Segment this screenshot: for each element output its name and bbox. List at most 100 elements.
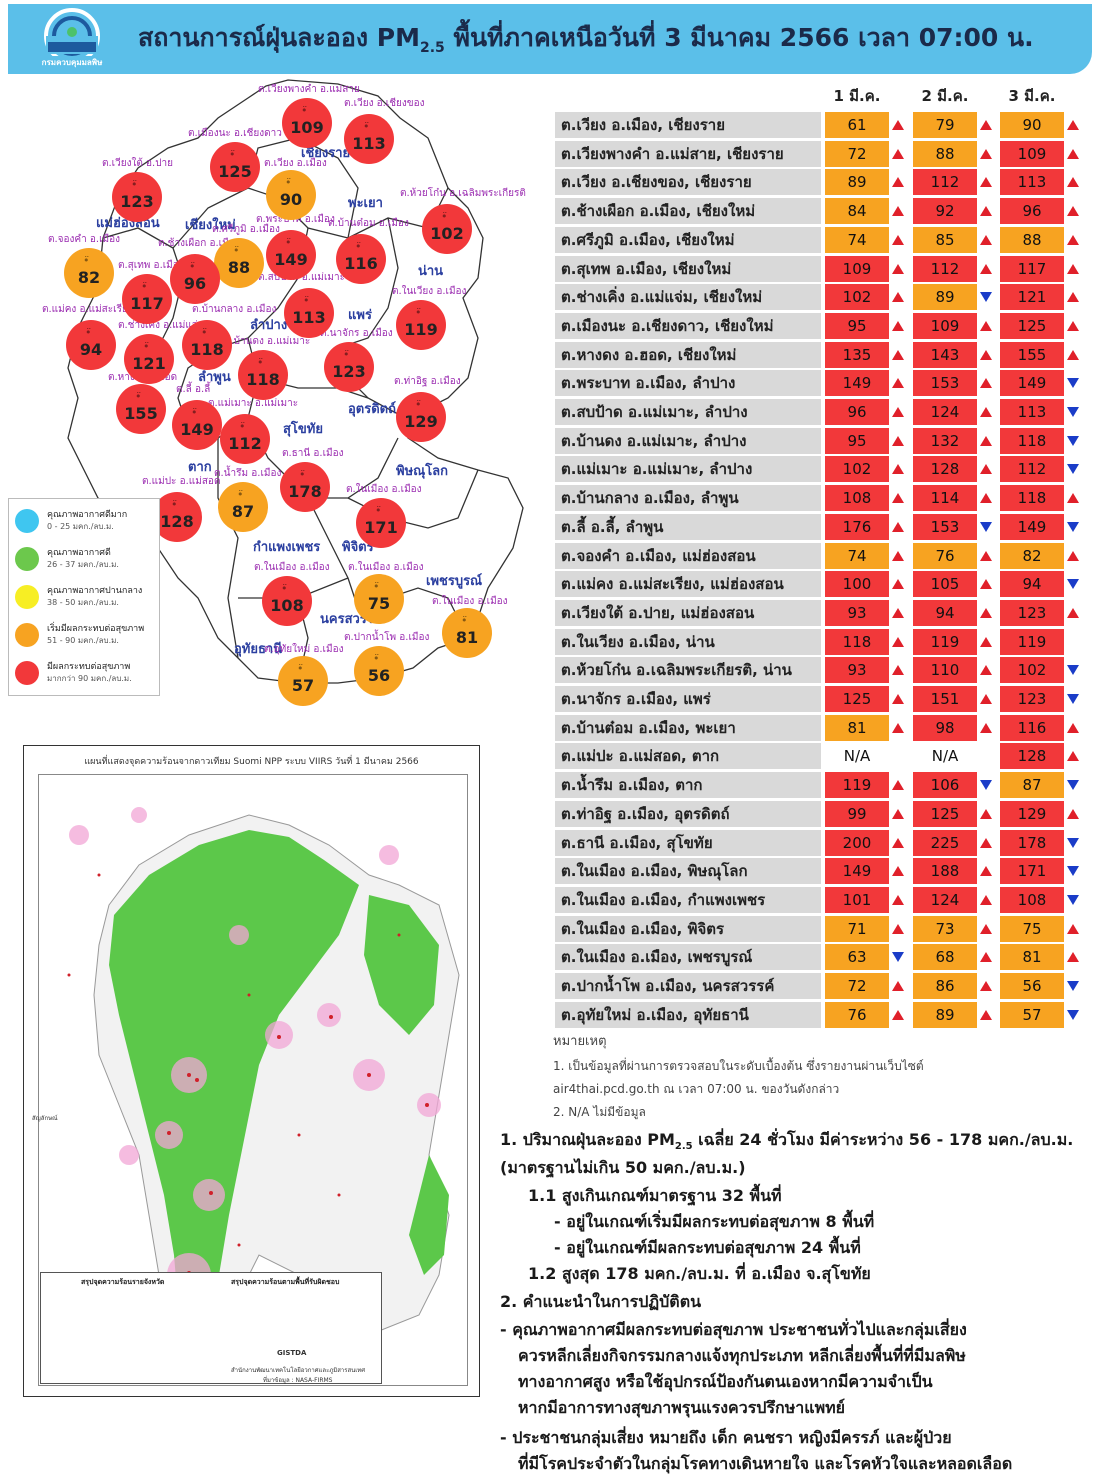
pm25-value-cell: 96 xyxy=(825,399,889,425)
pm25-value-cell: 89 xyxy=(825,169,889,196)
pm25-value-cell: 108 xyxy=(1000,886,1064,913)
pm25-value-cell: 118 xyxy=(1000,485,1064,512)
station-marker: •̈ 112 xyxy=(220,414,270,464)
pm25-value-cell: 75 xyxy=(1000,915,1064,942)
trend-up-icon xyxy=(892,464,904,475)
note-line: air4thai.pcd.go.th ณ เวลา 07:00 น. ของวั… xyxy=(553,1082,840,1096)
col-header-mar1: 1 มี.ค. xyxy=(833,87,881,105)
pm25-value-cell: 117 xyxy=(1000,255,1064,282)
pm25-value-cell: 88 xyxy=(1000,226,1064,253)
pm25-value-cell: 108 xyxy=(825,485,889,512)
pm25-value-cell: 151 xyxy=(913,686,977,712)
station-name: ต.เวียง อ.เชียงของ, เชียงราย xyxy=(555,169,821,196)
pm25-value-cell: 124 xyxy=(913,886,977,913)
pcd-logo: กรมควบคุมมลพิษ xyxy=(30,6,114,72)
aqi-legend: คุณภาพอากาศดีมาก 0 - 25 มคก./ลบ.ม. คุณภาพ… xyxy=(8,498,160,696)
trend-up-icon xyxy=(1067,263,1079,274)
station-name: ต.เวียง อ.เมือง, เชียงราย xyxy=(555,112,821,138)
legend-swatch xyxy=(15,509,39,533)
trend-up-icon xyxy=(980,952,992,963)
trend-up-icon xyxy=(892,866,904,877)
table-row: ต.พระบาท อ.เมือง, ลำปาง 149 153 149 xyxy=(555,370,1085,397)
province-label: พะเยา xyxy=(348,196,383,211)
satellite-gistda-org: สำนักงานพัฒนาเทคโนโลยีอวกาศและภูมิสารสนเ… xyxy=(231,1367,366,1374)
trend-up-icon xyxy=(980,120,992,130)
station-marker: •̈ 88 xyxy=(214,238,264,288)
station-marker: •̈ 125 xyxy=(210,142,260,192)
station-label: ต.เวียง อ.เชียงของ xyxy=(344,98,425,109)
pm25-value-cell: 112 xyxy=(913,255,977,282)
legend-swatch xyxy=(15,661,39,685)
pm25-value-cell: 123 xyxy=(1000,599,1064,626)
trend-up-icon xyxy=(980,234,992,245)
trend-up-icon xyxy=(892,407,904,417)
trend-up-icon xyxy=(980,177,992,188)
table-row: ต.ลี้ อ.ลี้, ลำพูน 176 153 149 xyxy=(555,513,1085,540)
pm25-value-cell: 72 xyxy=(825,140,889,167)
pm25-value-cell: 86 xyxy=(913,973,977,999)
trend-up-icon xyxy=(980,550,992,561)
station-label: ต.แม่คง อ.แม่สะเรียง xyxy=(42,304,133,315)
trend-up-icon xyxy=(892,521,904,532)
trend-up-icon xyxy=(1067,206,1079,217)
pm25-station-map: เชียงราย แม่ฮ่องสอน เชียงใหม่ พะเยา น่าน… xyxy=(8,78,528,710)
table-row: ต.ในเมือง อ.เมือง, พิษณุโลก 149 188 171 xyxy=(555,858,1085,885)
trend-down-icon xyxy=(892,952,904,963)
summary-line-6: 1.2 สูงสุด 178 มคก./ลบ.ม. ที่ อ.เมือง จ.… xyxy=(528,1264,871,1283)
trend-up-icon xyxy=(892,148,904,159)
table-row: ต.ปากน้ำโพ อ.เมือง, นครสวรรค์ 72 86 56 xyxy=(555,973,1085,999)
station-label: ต.นาจักร อ.เมือง xyxy=(320,328,393,339)
pm25-value-cell: 110 xyxy=(913,657,977,684)
station-label: ต.ธานี อ.เมือง xyxy=(282,448,344,459)
table-row: ต.น้ำรึม อ.เมือง, ตาก 119 106 87 xyxy=(555,772,1085,799)
satellite-source: ที่มาข้อมูล : NASA-FIRMS xyxy=(263,1377,333,1384)
station-marker: •̈ 149 xyxy=(172,400,222,450)
trend-up-icon xyxy=(980,894,992,905)
province-label: ตาก xyxy=(188,460,212,475)
pm25-value-cell: 89 xyxy=(913,1001,977,1028)
trend-up-icon xyxy=(1067,320,1079,331)
trend-up-icon xyxy=(980,1009,992,1020)
province-label: เพชรบูรณ์ xyxy=(426,574,483,589)
station-label: ต.ห้วยโก๋น อ.เฉลิมพระเกียรติ xyxy=(400,188,526,199)
trend-down-icon xyxy=(1067,521,1079,532)
trend-down-icon xyxy=(1067,407,1079,417)
pm25-value-cell: 106 xyxy=(913,772,977,799)
province-label: เชียงราย xyxy=(301,146,351,161)
summary-line-2: (มาตรฐานไม่เกิน 50 มคก./ลบ.ม.) xyxy=(500,1158,746,1177)
pm25-value-cell: 178 xyxy=(1000,829,1064,856)
pm25-value-cell: 99 xyxy=(825,800,889,827)
pm25-value-cell: 76 xyxy=(913,542,977,569)
table-row: ต.ศรีภูมิ อ.เมือง, เชียงใหม่ 74 85 88 xyxy=(555,226,1085,253)
station-label: ต.เมืองนะ อ.เชียงดาว xyxy=(188,128,282,139)
station-label: ต.บ้านกลาง อ.เมือง xyxy=(192,304,277,315)
pm25-value-cell: 125 xyxy=(913,800,977,827)
trend-up-icon xyxy=(892,808,904,819)
trend-up-icon xyxy=(980,923,992,934)
trend-up-icon xyxy=(892,981,904,991)
pm25-value-cell: 56 xyxy=(1000,973,1064,999)
trend-up-icon xyxy=(892,435,904,446)
trend-up-icon xyxy=(892,234,904,245)
trend-down-icon xyxy=(1067,866,1079,877)
pm25-value-cell: 84 xyxy=(825,198,889,225)
table-row: ต.แม่เมาะ อ.แม่เมาะ, ลำปาง 102 128 112 xyxy=(555,456,1085,483)
trend-up-icon xyxy=(980,607,992,618)
hotspot-summary-box: สรุปจุดความร้อนรายจังหวัด สรุปจุดความร้อ… xyxy=(40,1272,382,1384)
table-row: ต.เวียง อ.เชียงของ, เชียงราย 89 112 113 xyxy=(555,169,1085,196)
station-name: ต.ท่าอิฐ อ.เมือง, อุตรดิตถ์ xyxy=(555,800,821,827)
trend-up-icon xyxy=(980,579,992,590)
trend-up-icon xyxy=(892,636,904,647)
station-marker: •̈ 75 xyxy=(354,574,404,624)
col-header-mar3: 3 มี.ค. xyxy=(1008,87,1056,105)
pm25-value-cell: 121 xyxy=(1000,284,1064,311)
station-label: ต.สุเทพ อ.เมือง xyxy=(118,260,184,271)
table-row: ต.ห้วยโก๋น อ.เฉลิมพระเกียรติ, น่าน 93 110 1… xyxy=(555,657,1085,684)
station-marker: •̈ 94 xyxy=(66,320,116,370)
trend-up-icon xyxy=(892,1009,904,1020)
station-name: ต.น้ำรึม อ.เมือง, ตาก xyxy=(555,772,821,799)
station-name: ต.สุเทพ อ.เมือง, เชียงใหม่ xyxy=(555,255,821,282)
trend-up-icon xyxy=(1067,722,1079,733)
pm25-value-cell: 87 xyxy=(1000,772,1064,799)
table-row: ต.เมืองนะ อ.เชียงดาว, เชียงใหม่ 95 109 125 xyxy=(555,312,1085,339)
